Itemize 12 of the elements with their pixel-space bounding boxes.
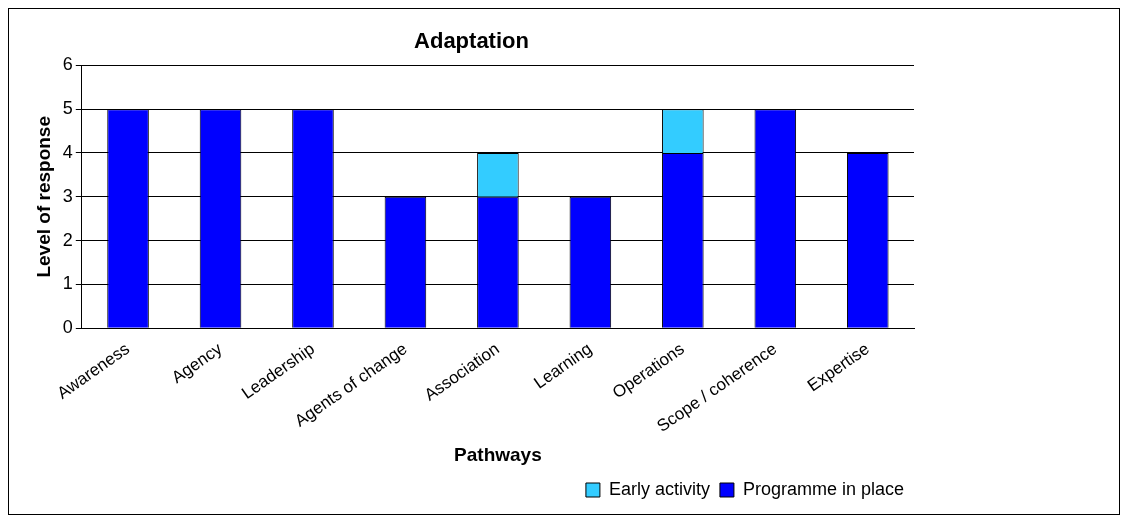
legend-label: Early activity xyxy=(608,478,710,499)
chart-title: Adaptation xyxy=(414,28,529,54)
y-axis-title: Level of response xyxy=(32,116,54,278)
y-tick-label: 5 xyxy=(62,98,73,119)
y-tick-label: 0 xyxy=(62,317,73,338)
y-tick-label: 3 xyxy=(62,185,73,206)
y-tick-label: 4 xyxy=(62,141,73,162)
y-tick-label: 6 xyxy=(62,54,73,75)
legend-label: Programme in place xyxy=(742,478,905,499)
y-tick-label: 1 xyxy=(62,273,73,294)
y-tick-label: 2 xyxy=(62,229,73,250)
x-axis-title: Pathways xyxy=(454,443,542,465)
